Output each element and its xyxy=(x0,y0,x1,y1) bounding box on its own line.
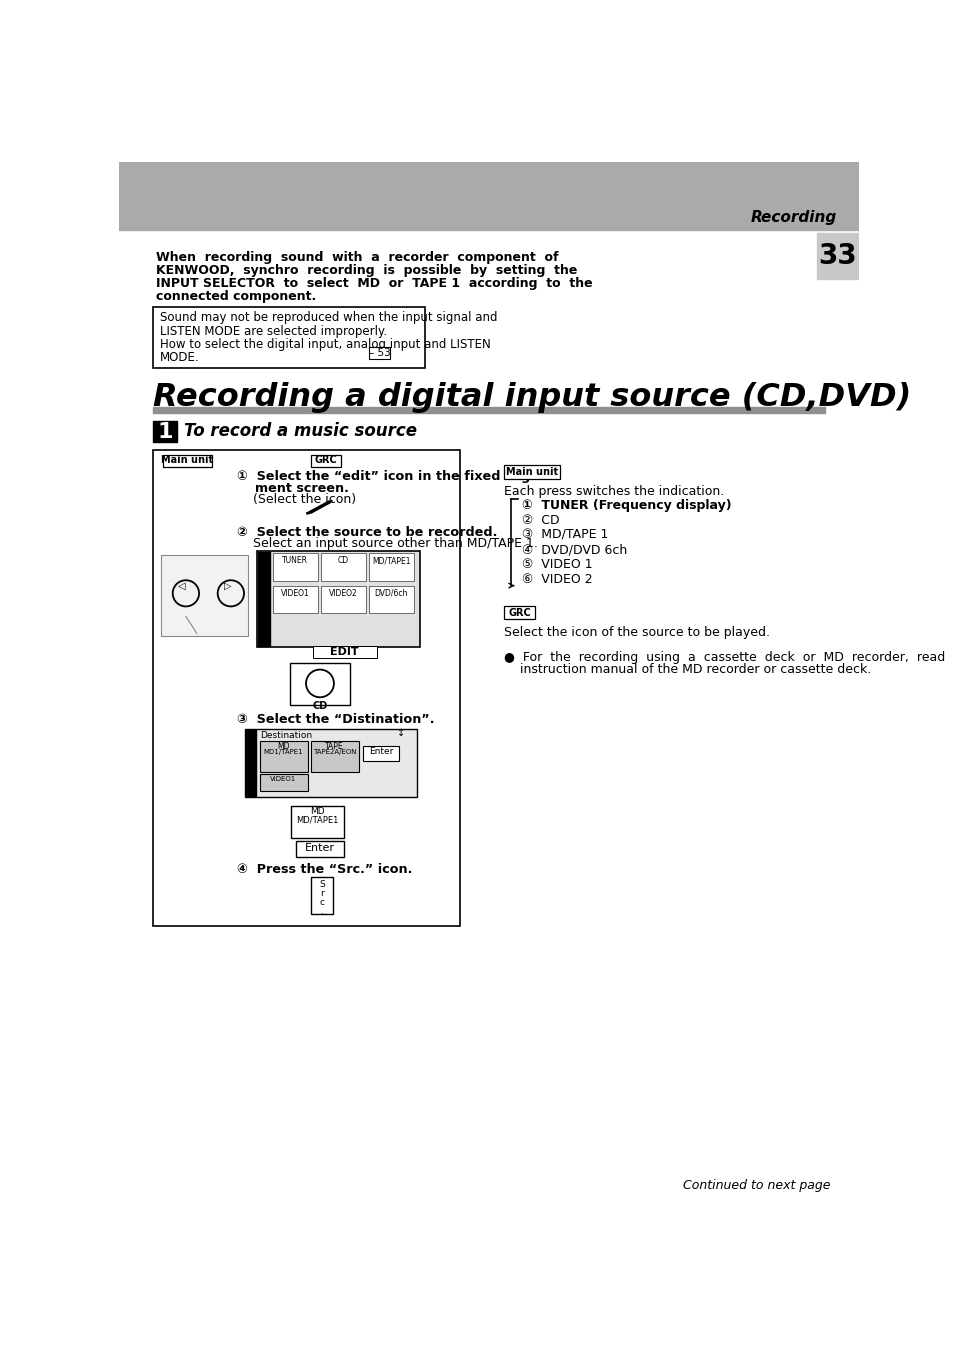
Text: Destination: Destination xyxy=(260,731,312,740)
Text: .: . xyxy=(320,908,323,916)
Text: Select the icon of the source to be played.: Select the icon of the source to be play… xyxy=(504,626,770,639)
Bar xyxy=(257,551,419,647)
Bar xyxy=(245,730,256,796)
Text: LISTEN MODE are selected improperly.: LISTEN MODE are selected improperly. xyxy=(159,324,386,338)
Text: How to select the digital input, analog input and LISTEN: How to select the digital input, analog … xyxy=(159,338,490,351)
Text: ⑤  VIDEO 1: ⑤ VIDEO 1 xyxy=(521,558,592,571)
Bar xyxy=(311,877,333,913)
Text: ③  Select the “Distination”.: ③ Select the “Distination”. xyxy=(236,713,435,727)
Bar xyxy=(363,746,398,761)
Text: MD: MD xyxy=(277,742,290,751)
Text: ②  CD: ② CD xyxy=(521,513,559,527)
Text: r: r xyxy=(320,889,324,898)
Text: 1: 1 xyxy=(157,423,172,442)
Text: Select an input source other than MD/TAPE 1.: Select an input source other than MD/TAP… xyxy=(236,538,537,550)
Text: TAPE: TAPE xyxy=(325,742,344,751)
Text: (Select the icon): (Select the icon) xyxy=(236,493,355,507)
Text: ment screen.: ment screen. xyxy=(236,482,349,494)
Bar xyxy=(259,774,307,792)
Text: ①  Select the “edit” icon in the fixed seg-: ① Select the “edit” icon in the fixed se… xyxy=(236,470,536,484)
Text: DVD/6ch: DVD/6ch xyxy=(375,589,408,597)
Bar xyxy=(163,455,212,467)
Bar xyxy=(311,455,340,467)
Text: MD/TAPE1: MD/TAPE1 xyxy=(296,816,338,825)
Text: MODE.: MODE. xyxy=(159,351,199,363)
Text: CD: CD xyxy=(337,557,349,565)
Bar xyxy=(320,554,365,581)
Bar xyxy=(290,662,350,705)
Text: – 53: – 53 xyxy=(369,349,390,358)
Text: INPUT SELECTOR  to  select  MD  or  TAPE 1  according  to  the: INPUT SELECTOR to select MD or TAPE 1 ac… xyxy=(155,277,592,290)
Text: ④  Press the “Src.” icon.: ④ Press the “Src.” icon. xyxy=(236,863,412,875)
Text: VIDEO1: VIDEO1 xyxy=(280,589,309,597)
Text: connected component.: connected component. xyxy=(155,290,315,303)
Bar xyxy=(161,555,248,636)
Text: KENWOOD,  synchro  recording  is  possible  by  setting  the: KENWOOD, synchro recording is possible b… xyxy=(155,263,577,277)
Bar xyxy=(245,728,416,797)
Bar xyxy=(504,607,535,620)
Text: S: S xyxy=(319,880,325,889)
Text: MD1/TAPE1: MD1/TAPE1 xyxy=(263,748,303,755)
Text: ↕: ↕ xyxy=(397,728,405,738)
Bar xyxy=(295,842,344,857)
Bar xyxy=(313,646,376,658)
Text: CD: CD xyxy=(312,701,327,711)
Bar xyxy=(369,585,414,613)
Text: Each press switches the indication.: Each press switches the indication. xyxy=(504,485,724,497)
Bar xyxy=(153,422,176,442)
Text: c: c xyxy=(319,898,324,908)
Bar xyxy=(153,450,459,925)
Bar xyxy=(273,554,317,581)
Text: ◁: ◁ xyxy=(178,581,186,590)
Bar xyxy=(273,585,317,613)
Text: EDIT: EDIT xyxy=(330,647,358,657)
Text: Continued to next page: Continued to next page xyxy=(682,1178,830,1192)
Bar xyxy=(369,554,414,581)
Bar xyxy=(153,307,424,369)
Text: Enter: Enter xyxy=(369,747,393,757)
Text: TUNER: TUNER xyxy=(282,557,308,565)
Text: Main unit: Main unit xyxy=(161,455,213,466)
Text: ④  DVD/DVD 6ch: ④ DVD/DVD 6ch xyxy=(521,543,627,557)
Bar xyxy=(369,347,390,359)
Text: To record a music source: To record a music source xyxy=(183,423,416,440)
Bar xyxy=(504,466,559,478)
Text: ●  For  the  recording  using  a  cassette  deck  or  MD  recorder,  read  the: ● For the recording using a cassette dec… xyxy=(504,651,953,665)
Text: GRC: GRC xyxy=(508,608,531,617)
Text: ①  TUNER (Frequency display): ① TUNER (Frequency display) xyxy=(521,500,731,512)
Bar xyxy=(320,585,365,613)
Bar xyxy=(311,742,358,771)
Text: Main unit: Main unit xyxy=(506,467,558,477)
Bar xyxy=(816,232,858,280)
Text: GRC: GRC xyxy=(314,455,337,466)
Bar xyxy=(291,805,344,838)
Text: Recording a digital input source (CD,DVD): Recording a digital input source (CD,DVD… xyxy=(153,382,911,413)
Bar xyxy=(153,407,823,413)
Text: When  recording  sound  with  a  recorder  component  of: When recording sound with a recorder com… xyxy=(155,251,558,263)
Text: VIDEO2: VIDEO2 xyxy=(329,589,357,597)
Text: MD: MD xyxy=(310,808,325,816)
Text: ③  MD/TAPE 1: ③ MD/TAPE 1 xyxy=(521,528,608,542)
Text: instruction manual of the MD recorder or cassette deck.: instruction manual of the MD recorder or… xyxy=(504,662,871,676)
Text: TAPE2A/EON: TAPE2A/EON xyxy=(313,748,356,755)
Bar xyxy=(257,551,270,646)
Bar xyxy=(119,162,858,230)
Text: ▷: ▷ xyxy=(224,581,232,590)
Text: 33: 33 xyxy=(818,242,856,270)
Circle shape xyxy=(315,680,323,688)
Bar xyxy=(259,742,307,771)
Text: Sound may not be reproduced when the input signal and: Sound may not be reproduced when the inp… xyxy=(159,312,497,324)
Text: ⑥  VIDEO 2: ⑥ VIDEO 2 xyxy=(521,573,592,585)
Text: Enter: Enter xyxy=(305,843,335,852)
Text: Recording: Recording xyxy=(750,209,836,226)
Text: MD/TAPE1: MD/TAPE1 xyxy=(372,557,410,565)
Text: ②  Select the source to be recorded.: ② Select the source to be recorded. xyxy=(236,526,497,539)
Text: VIDEO1: VIDEO1 xyxy=(270,775,296,782)
